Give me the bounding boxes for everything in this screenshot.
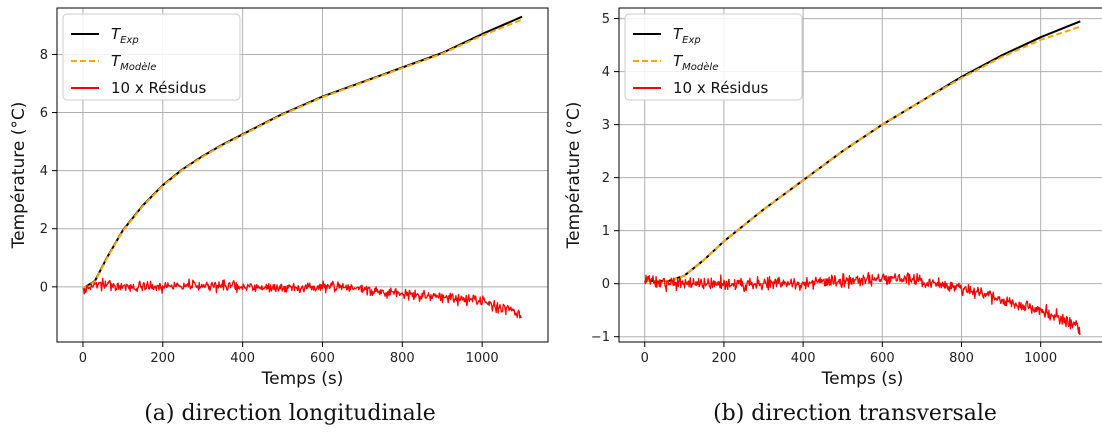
y-tick-label: 8: [40, 48, 48, 63]
y-tick-label: 0: [40, 280, 48, 295]
x-tick-label: 0: [641, 351, 649, 366]
series-10-x-r-sidus-b: [644, 271, 1081, 336]
x-tick-label: 600: [870, 351, 895, 366]
y-tick-label: 2: [602, 171, 610, 186]
x-tick-label: 1000: [466, 351, 499, 366]
y-tick-label: 6: [40, 106, 48, 121]
figure-caption-a: (a) direction longitudinale: [144, 401, 436, 426]
series-10-x-r-sidus-a: [82, 277, 522, 319]
x-tick-label: 800: [949, 351, 974, 366]
legend-box: [624, 13, 803, 101]
y-tick-label: 5: [602, 12, 610, 27]
legend-label: TModèle: [673, 52, 718, 73]
y-tick-label: −1: [591, 330, 610, 345]
plot-area-b: [644, 20, 1081, 336]
figure-caption-b: (b) direction transversale: [713, 401, 997, 426]
y-axis-label-b: Température (°C): [564, 102, 584, 250]
x-axis-label-b: Temps (s): [821, 369, 904, 389]
legend-box: [62, 13, 241, 101]
x-tick-label: 400: [230, 351, 255, 366]
x-tick-label: 600: [310, 351, 335, 366]
legend-a: TExp TModèle 10 x Résidus: [62, 13, 241, 101]
series-t-mod-le-a: [82, 18, 523, 290]
y-tick-label: 4: [602, 65, 610, 80]
y-tick-label: 1: [602, 224, 610, 239]
x-tick-label: 0: [79, 351, 87, 366]
legend-label: TModèle: [111, 52, 156, 73]
legend-b: TExp TModèle 10 x Résidus: [624, 13, 803, 101]
axes-frame-a: [56, 7, 549, 343]
legend-label: TExp: [111, 25, 139, 46]
legend-label: 10 x Résidus: [111, 79, 206, 97]
chart-panel-b: 0 200 400 600 800 1000 −1 0 1 2 3 4 5 Temps (s) Tempér…: [564, 7, 1102, 426]
x-axis-label-a: Temps (s): [261, 369, 344, 389]
x-tick-label: 200: [150, 351, 175, 366]
x-tick-label: 800: [390, 351, 415, 366]
chart-panel-a: 0 200 400 600 800 1000 0 2 4 6 8 Temps (s) Températu…: [9, 7, 549, 426]
y-axis-label-a: Température (°C): [9, 102, 29, 250]
y-tick-label: 4: [40, 164, 48, 179]
y-tick-label: 2: [40, 222, 48, 237]
series-t-mod-le-b: [644, 25, 1081, 282]
y-tick-label: 0: [602, 277, 610, 292]
x-tick-label: 200: [712, 351, 737, 366]
y-tick-label: 3: [602, 118, 610, 133]
x-tick-label: 400: [791, 351, 816, 366]
legend-label: 10 x Résidus: [673, 79, 768, 97]
x-tick-label: 1000: [1024, 351, 1057, 366]
plot-area-a: [82, 15, 523, 319]
axes-frame-b: [618, 7, 1102, 343]
legend-label: TExp: [673, 25, 701, 46]
